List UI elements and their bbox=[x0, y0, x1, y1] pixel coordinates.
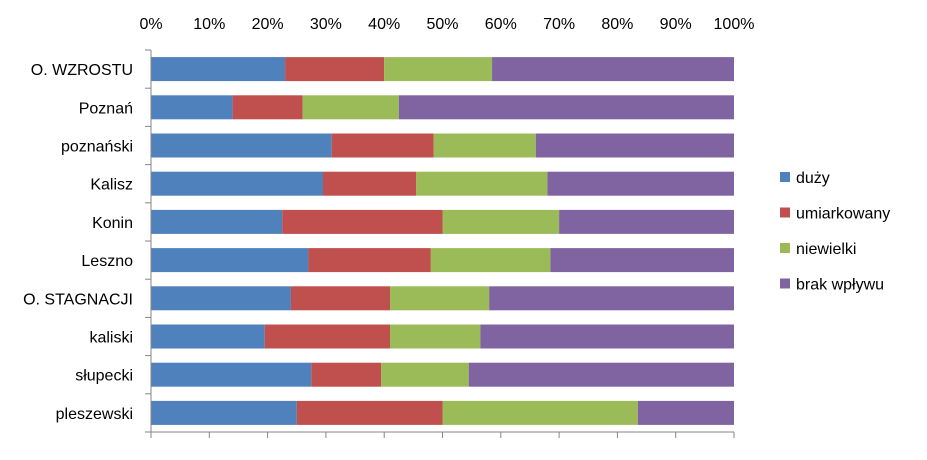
category-labels: O. WZROSTU Poznań poznański Kalisz Konin Lesz… bbox=[23, 62, 133, 423]
bar-segment bbox=[398, 95, 734, 120]
legend: duży umiarkowany niewielki brak wpływu bbox=[780, 170, 890, 294]
bar-segment bbox=[151, 286, 291, 311]
legend-swatch bbox=[780, 172, 790, 182]
legend-swatch bbox=[780, 278, 790, 289]
bar-segment bbox=[547, 171, 734, 196]
legend-label: brak wpływu bbox=[796, 277, 884, 294]
bar-segment bbox=[442, 209, 560, 234]
bars bbox=[151, 57, 734, 425]
bar-segment bbox=[151, 95, 233, 120]
bar-segment bbox=[285, 57, 385, 82]
bar-segment bbox=[468, 362, 734, 387]
x-axis-tick-labels: 0% 10% 20% 30% 40% 50% 60% 70% 80% 90% 100% bbox=[139, 16, 754, 33]
category-label: O. STAGNACJI bbox=[23, 291, 133, 308]
bar-segment bbox=[151, 171, 323, 196]
bar-segment bbox=[637, 400, 734, 425]
bar-segment bbox=[390, 324, 481, 349]
bar-segment bbox=[151, 362, 312, 387]
bar-segment bbox=[322, 171, 417, 196]
category-label: O. WZROSTU bbox=[31, 62, 133, 79]
bar-segment bbox=[296, 400, 443, 425]
bar-segment bbox=[151, 400, 297, 425]
bar-segment bbox=[151, 133, 332, 158]
bar-segment bbox=[390, 286, 490, 311]
bar-segment bbox=[381, 362, 469, 387]
x-axis-ticks bbox=[145, 49, 735, 438]
bar-segment bbox=[151, 324, 265, 349]
x-tick-label: 10% bbox=[193, 16, 225, 33]
category-label: pleszewski bbox=[56, 406, 133, 423]
legend-label: duży bbox=[796, 170, 830, 187]
x-tick-label: 80% bbox=[601, 16, 633, 33]
bar-segment bbox=[151, 248, 309, 273]
category-label: poznański bbox=[61, 139, 133, 156]
bar-segment bbox=[264, 324, 391, 349]
bar-segment bbox=[308, 248, 431, 273]
x-tick-label: 90% bbox=[660, 16, 692, 33]
bar-segment bbox=[442, 400, 638, 425]
legend-swatch bbox=[780, 243, 790, 253]
category-label: Poznań bbox=[79, 100, 133, 117]
bar-segment bbox=[311, 362, 382, 387]
bar-segment bbox=[290, 286, 391, 311]
x-tick-label: 40% bbox=[368, 16, 400, 33]
x-tick-label: 50% bbox=[426, 16, 458, 33]
bar-segment bbox=[151, 57, 286, 82]
legend-label: niewielki bbox=[796, 241, 856, 258]
bar-segment bbox=[416, 171, 548, 196]
category-label: kaliski bbox=[89, 330, 133, 347]
x-tick-label: 30% bbox=[310, 16, 342, 33]
legend-label: umiarkowany bbox=[796, 206, 890, 223]
bar-segment bbox=[492, 57, 734, 82]
bar-segment bbox=[232, 95, 303, 120]
bar-segment bbox=[489, 286, 734, 311]
bar-segment bbox=[480, 324, 734, 349]
category-label: Kalisz bbox=[90, 177, 133, 194]
bar-segment bbox=[430, 248, 551, 273]
category-label: słupecki bbox=[75, 368, 133, 385]
x-tick-label: 70% bbox=[543, 16, 575, 33]
legend-swatch bbox=[780, 207, 790, 218]
bar-segment bbox=[535, 133, 734, 158]
bar-segment bbox=[559, 209, 734, 234]
bar-segment bbox=[282, 209, 443, 234]
x-tick-label: 0% bbox=[139, 16, 162, 33]
x-tick-label: 100% bbox=[714, 16, 755, 33]
category-label: Konin bbox=[92, 215, 133, 232]
bar-segment bbox=[550, 248, 734, 273]
bar-segment bbox=[331, 133, 434, 158]
bar-segment bbox=[433, 133, 536, 158]
x-tick-label: 60% bbox=[485, 16, 517, 33]
bar-segment bbox=[384, 57, 493, 82]
category-label: Leszno bbox=[81, 253, 133, 270]
bar-segment bbox=[151, 209, 283, 234]
x-tick-label: 20% bbox=[252, 16, 284, 33]
bar-segment bbox=[302, 95, 399, 120]
